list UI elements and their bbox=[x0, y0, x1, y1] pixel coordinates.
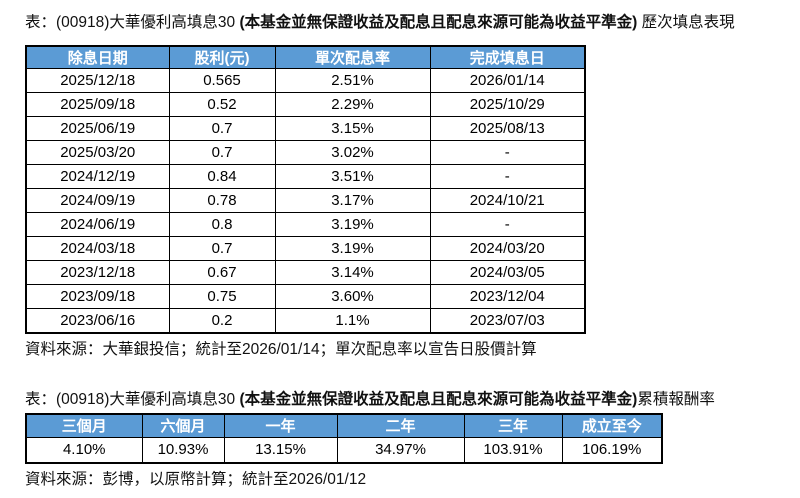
table-cell: 2025/08/13 bbox=[429, 116, 586, 141]
table-cell: 2023/12/18 bbox=[25, 260, 170, 285]
return-table-title-disclaimer: (本基金並無保證收益及配息且配息來源可能為收益平準金) bbox=[239, 390, 638, 408]
column-header-6-month: 六個月 bbox=[141, 413, 225, 438]
table-cell: 3.17% bbox=[274, 188, 431, 213]
table-cell: 0.67 bbox=[168, 260, 276, 285]
table-cell: 13.15% bbox=[223, 437, 338, 463]
table-cell: 0.75 bbox=[168, 284, 276, 309]
cumulative-return-table: 三個月 六個月 一年 二年 三年 成立至今 4.10% 10.93% 13.15… bbox=[25, 412, 663, 464]
return-table-source-note: 資料來源：彭博，以原幣計算；統計至2026/01/12 bbox=[25, 470, 367, 488]
table-row: 2023/06/16 0.2 1.1% 2023/07/03 bbox=[25, 308, 586, 333]
table-cell: 2025/09/18 bbox=[25, 92, 170, 117]
header-row: 除息日期 股利(元) 單次配息率 完成填息日 bbox=[25, 45, 586, 69]
table-cell: 3.15% bbox=[274, 116, 431, 141]
table-row: 2023/09/18 0.75 3.60% 2023/12/04 bbox=[25, 284, 586, 309]
table-cell: 2024/12/19 bbox=[25, 164, 170, 189]
column-header-since-inception: 成立至今 bbox=[561, 413, 663, 438]
column-header-3-year: 三年 bbox=[463, 413, 563, 438]
return-table-title: 表：(00918)大華優利高填息30 (本基金並無保證收益及配息且配息來源可能為… bbox=[25, 390, 786, 409]
table-cell: 4.10% bbox=[25, 437, 143, 463]
table-cell: 2024/06/19 bbox=[25, 212, 170, 237]
table-cell: 0.2 bbox=[168, 308, 276, 333]
table-cell: 2024/03/20 bbox=[429, 236, 586, 261]
column-header-fill-completion-date: 完成填息日 bbox=[429, 45, 586, 69]
return-table-title-prefix: 表：(00918)大華優利高填息30 bbox=[25, 390, 240, 408]
table-row: 2023/12/18 0.67 3.14% 2024/03/05 bbox=[25, 260, 586, 285]
table-cell: 2023/12/04 bbox=[429, 284, 586, 309]
table-row: 2025/12/18 0.565 2.51% 2026/01/14 bbox=[25, 68, 586, 93]
table-cell: 2023/09/18 bbox=[25, 284, 170, 309]
table-cell: 0.84 bbox=[168, 164, 276, 189]
table-cell: 3.60% bbox=[274, 284, 431, 309]
table-cell: 2.29% bbox=[274, 92, 431, 117]
column-header-2-year: 二年 bbox=[336, 413, 465, 438]
table-cell: - bbox=[429, 164, 586, 189]
table-cell: - bbox=[429, 140, 586, 165]
table-cell: 3.02% bbox=[274, 140, 431, 165]
table-row: 2024/12/19 0.84 3.51% - bbox=[25, 164, 586, 189]
table-cell: 1.1% bbox=[274, 308, 431, 333]
table-cell: 0.7 bbox=[168, 140, 276, 165]
fill-table-title-prefix: 表：(00918)大華優利高填息30 bbox=[25, 14, 240, 31]
table-cell: 0.78 bbox=[168, 188, 276, 213]
table-cell: 2025/03/20 bbox=[25, 140, 170, 165]
table-cell: 10.93% bbox=[141, 437, 225, 463]
table-cell: 2024/10/21 bbox=[429, 188, 586, 213]
table-cell: 3.19% bbox=[274, 212, 431, 237]
dividend-fill-table: 除息日期 股利(元) 單次配息率 完成填息日 2025/12/18 0.565 … bbox=[25, 45, 586, 334]
table-cell: 2024/03/05 bbox=[429, 260, 586, 285]
table-cell: 0.7 bbox=[168, 116, 276, 141]
table-cell: 34.97% bbox=[336, 437, 465, 463]
table-cell: 3.14% bbox=[274, 260, 431, 285]
column-header-3-month: 三個月 bbox=[25, 413, 143, 438]
table-cell: 0.8 bbox=[168, 212, 276, 237]
header-row: 三個月 六個月 一年 二年 三年 成立至今 bbox=[25, 413, 663, 438]
table-row: 2025/03/20 0.7 3.02% - bbox=[25, 140, 586, 165]
table-cell: 2026/01/14 bbox=[429, 68, 586, 93]
fill-table-title-suffix: 歷次填息表現 bbox=[637, 14, 735, 31]
column-header-single-yield: 單次配息率 bbox=[274, 45, 431, 69]
table-cell: 103.91% bbox=[463, 437, 563, 463]
table-cell: 0.7 bbox=[168, 236, 276, 261]
fill-table-title: 表：(00918)大華優利高填息30 (本基金並無保證收益及配息且配息來源可能為… bbox=[25, 13, 786, 32]
table-cell: 0.565 bbox=[168, 68, 276, 93]
column-header-1-year: 一年 bbox=[223, 413, 338, 438]
returns-section: 表：(00918)大華優利高填息30 (本基金並無保證收益及配息且配息來源可能為… bbox=[25, 390, 786, 489]
table-cell: 2024/03/18 bbox=[25, 236, 170, 261]
fill-table-source-note: 資料來源：大華銀投信；統計至2026/01/14；單次配息率以宣告日股價計算 bbox=[25, 340, 537, 358]
table-cell: - bbox=[429, 212, 586, 237]
table-cell: 3.19% bbox=[274, 236, 431, 261]
table-cell: 2025/10/29 bbox=[429, 92, 586, 117]
table-cell: 2025/12/18 bbox=[25, 68, 170, 93]
table-row: 2025/06/19 0.7 3.15% 2025/08/13 bbox=[25, 116, 586, 141]
table-cell: 2025/06/19 bbox=[25, 116, 170, 141]
table-cell: 0.52 bbox=[168, 92, 276, 117]
table-cell: 106.19% bbox=[561, 437, 663, 463]
table-row: 2024/09/19 0.78 3.17% 2024/10/21 bbox=[25, 188, 586, 213]
table-row: 2024/06/19 0.8 3.19% - bbox=[25, 212, 586, 237]
table-cell: 2023/07/03 bbox=[429, 308, 586, 333]
table-row: 4.10% 10.93% 13.15% 34.97% 103.91% 106.1… bbox=[25, 437, 663, 463]
table-cell: 3.51% bbox=[274, 164, 431, 189]
table-cell: 2.51% bbox=[274, 68, 431, 93]
fill-table-title-disclaimer: (本基金並無保證收益及配息且配息來源可能為收益平準金) bbox=[239, 14, 638, 31]
return-table-title-suffix: 累積報酬率 bbox=[637, 390, 715, 408]
table-cell: 2023/06/16 bbox=[25, 308, 170, 333]
table-row: 2025/09/18 0.52 2.29% 2025/10/29 bbox=[25, 92, 586, 117]
column-header-dividend: 股利(元) bbox=[168, 45, 276, 69]
table-row: 2024/03/18 0.7 3.19% 2024/03/20 bbox=[25, 236, 586, 261]
table-cell: 2024/09/19 bbox=[25, 188, 170, 213]
column-header-ex-dividend-date: 除息日期 bbox=[25, 45, 170, 69]
